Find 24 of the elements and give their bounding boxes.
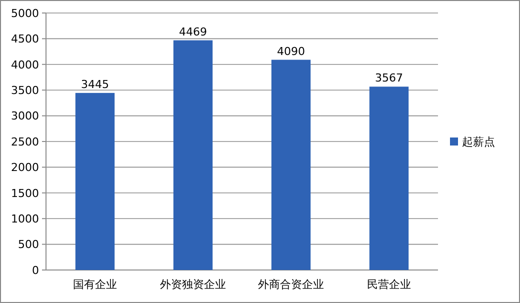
bar bbox=[271, 60, 311, 270]
data-label: 3445 bbox=[81, 78, 109, 91]
y-tick-label: 2500 bbox=[11, 135, 39, 148]
y-tick-label: 3000 bbox=[11, 110, 39, 123]
data-label: 4469 bbox=[179, 25, 207, 38]
data-label: 4090 bbox=[277, 44, 305, 58]
bar bbox=[173, 40, 213, 270]
x-tick-label: 民营企业 bbox=[367, 278, 411, 291]
x-tick-label: 外资独资企业 bbox=[160, 278, 226, 291]
y-tick-label: 4500 bbox=[11, 32, 39, 46]
y-tick-label: 2000 bbox=[11, 161, 39, 174]
legend-label: 起薪点 bbox=[462, 135, 495, 148]
y-tick-label: 500 bbox=[18, 238, 39, 252]
y-tick-label: 3500 bbox=[11, 84, 39, 97]
y-tick-label: 4000 bbox=[11, 58, 39, 72]
y-tick-label: 1000 bbox=[11, 212, 39, 226]
y-tick-label: 1500 bbox=[11, 186, 39, 200]
y-tick-label: 5000 bbox=[11, 6, 39, 20]
data-label: 3567 bbox=[375, 72, 403, 85]
x-tick-label: 国有企业 bbox=[73, 278, 117, 291]
x-tick-label: 外商合资企业 bbox=[258, 278, 324, 291]
bar bbox=[369, 86, 409, 270]
y-tick-label: 0 bbox=[32, 264, 39, 277]
bar bbox=[75, 92, 115, 270]
